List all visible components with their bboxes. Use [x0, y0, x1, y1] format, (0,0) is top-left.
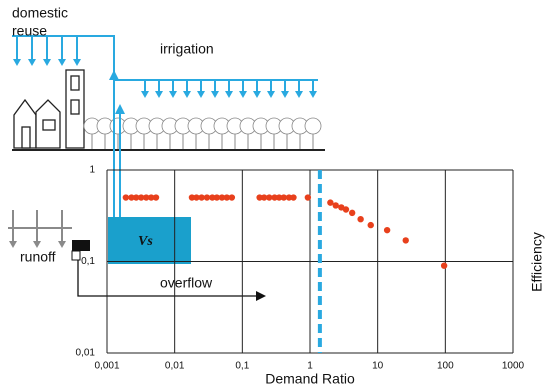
arrowhead	[169, 91, 177, 98]
point	[342, 206, 350, 213]
annotation: domestic	[12, 5, 68, 21]
point	[275, 194, 283, 201]
y-tick-label: 0,01	[76, 348, 96, 359]
arrowhead	[58, 59, 66, 66]
annotation: Vs	[138, 234, 153, 249]
x-tick-label: 0,1	[235, 361, 249, 372]
x-tick-label: 10	[372, 361, 384, 372]
point	[348, 209, 356, 217]
point	[440, 262, 448, 269]
point	[367, 221, 374, 229]
x-tick-label: 1	[307, 361, 313, 372]
point	[402, 237, 409, 244]
arrowhead	[9, 241, 17, 248]
point	[383, 226, 391, 234]
annotation: runoff	[20, 249, 56, 265]
arrowhead	[183, 91, 191, 98]
arrowhead	[197, 91, 205, 98]
point	[128, 194, 135, 201]
point	[304, 194, 312, 201]
arrowhead	[295, 91, 303, 98]
point	[357, 215, 364, 223]
point	[188, 194, 196, 201]
arrowhead	[239, 91, 247, 98]
crown	[304, 117, 322, 135]
x-tick-label: 1000	[502, 361, 525, 372]
arrowhead	[253, 91, 261, 98]
point	[122, 194, 130, 201]
x-tick-label: 0,001	[94, 361, 119, 372]
point	[260, 194, 268, 201]
arrowhead	[256, 291, 266, 301]
annotation: reuse	[12, 23, 47, 39]
annotation: overflow	[160, 275, 213, 291]
arrowhead	[309, 91, 317, 98]
arrows	[9, 36, 317, 248]
arrowhead	[28, 59, 36, 66]
point	[209, 194, 216, 201]
point	[148, 194, 155, 201]
arrowhead	[155, 91, 163, 98]
point	[143, 194, 150, 201]
arrowhead	[13, 59, 21, 66]
houses	[13, 69, 85, 149]
point	[327, 199, 334, 206]
point	[152, 194, 160, 201]
arrowhead	[211, 91, 219, 98]
arrowhead	[281, 91, 289, 98]
x-tick-label: 100	[437, 361, 454, 372]
arrowhead	[141, 91, 149, 98]
point	[290, 194, 297, 201]
annotation: irrigation	[160, 41, 214, 57]
x-axis-label: Demand Ratio	[265, 371, 355, 387]
point	[203, 194, 211, 201]
y-tick-label: 1	[89, 165, 95, 176]
arrowhead	[33, 241, 41, 248]
y-axis-label: Efficiency	[529, 232, 545, 292]
arrowhead	[267, 91, 275, 98]
point	[285, 194, 293, 201]
point	[271, 194, 278, 201]
overflow-arrow	[77, 260, 258, 297]
arrowhead	[58, 241, 66, 248]
point	[332, 202, 339, 209]
trees	[83, 117, 322, 149]
arrowhead	[225, 91, 233, 98]
point	[137, 194, 145, 201]
tank	[108, 217, 191, 264]
point	[256, 194, 263, 201]
x-tick-label: 0,01	[165, 361, 185, 372]
outlet	[71, 250, 81, 261]
y-tick-label: 0,1	[81, 256, 95, 267]
arrowhead	[43, 59, 51, 66]
point	[198, 194, 205, 201]
point	[218, 194, 226, 201]
point	[193, 194, 200, 201]
point	[213, 194, 221, 201]
point	[223, 194, 231, 201]
point	[132, 194, 140, 201]
inlet	[72, 240, 90, 251]
point	[280, 194, 287, 201]
point	[228, 194, 236, 201]
point	[266, 194, 273, 201]
arrowhead	[73, 59, 81, 66]
